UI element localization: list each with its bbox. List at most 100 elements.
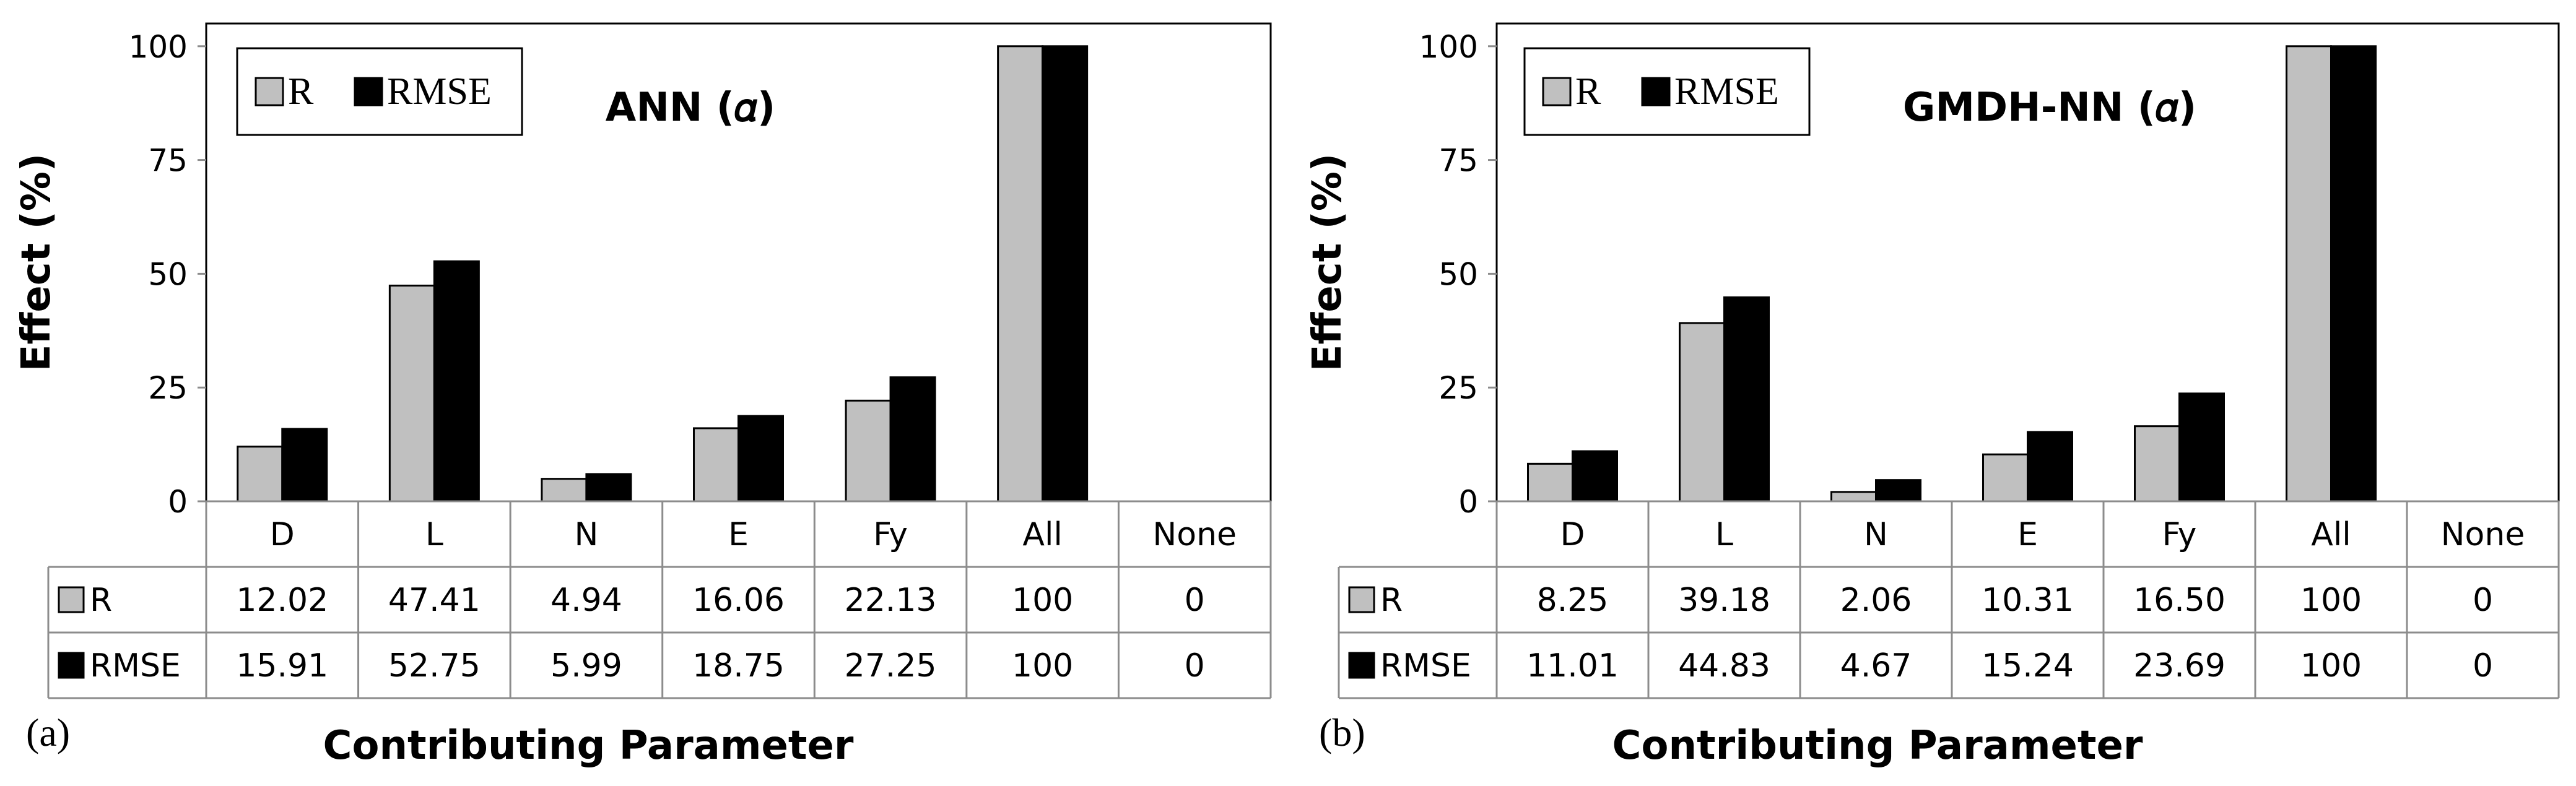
legend-swatch-rmse xyxy=(1641,77,1671,106)
table-cell: 47.41 xyxy=(388,582,481,619)
bar-r-d xyxy=(237,446,284,503)
panel-label: (a) xyxy=(26,710,70,754)
y-tick-label: 25 xyxy=(148,370,188,406)
bar-r-fy xyxy=(2134,425,2180,503)
table-cell: 52.75 xyxy=(388,647,481,685)
table-cell: 8.25 xyxy=(1537,582,1609,619)
table-cell: 15.24 xyxy=(1982,647,2074,685)
table-cell: 22.13 xyxy=(845,582,937,619)
bar-rmse-e xyxy=(2027,431,2073,503)
row-header: R xyxy=(1380,582,1403,619)
legend-swatch-rmse xyxy=(354,77,383,106)
legend: R RMSE xyxy=(236,47,523,136)
bar-r-fy xyxy=(845,399,892,503)
y-tick-label: 100 xyxy=(1419,29,1478,65)
legend-label-rmse: RMSE xyxy=(1674,71,1779,113)
table-cell: 100 xyxy=(1012,647,1073,685)
legend-swatch-r xyxy=(1542,77,1572,106)
y-tick-label: 25 xyxy=(1438,370,1478,406)
category-label: L xyxy=(1715,516,1733,553)
category-label: N xyxy=(574,516,598,553)
bar-rmse-e xyxy=(738,415,784,503)
panel-label: (b) xyxy=(1319,710,1365,754)
row-header: RMSE xyxy=(1380,647,1471,685)
bar-r-d xyxy=(1527,462,1573,503)
table-cell: 15.91 xyxy=(236,647,328,685)
data-table: D L N E Fy All None R 8.25 39.18 2.06 10.31 16.50 100… xyxy=(1338,500,2560,699)
table-cell: 0 xyxy=(1185,582,1205,619)
y-tick-label: 50 xyxy=(148,256,188,292)
table-cell: 12.02 xyxy=(236,582,328,619)
table-cell: 23.69 xyxy=(2133,647,2226,685)
table-cell: 16.06 xyxy=(692,582,785,619)
chart-title: GMDH-NN (𝛼) xyxy=(1903,85,2196,131)
bar-r-e xyxy=(1982,453,2029,503)
bar-rmse-l xyxy=(433,260,480,503)
category-label: D xyxy=(270,516,295,553)
bar-rmse-d xyxy=(281,428,328,503)
table-cell: 4.94 xyxy=(550,582,622,619)
bar-rmse-d xyxy=(1572,450,1618,503)
y-tick-label: 0 xyxy=(1458,484,1478,520)
row-key-r xyxy=(58,586,85,613)
table-cell: 5.99 xyxy=(550,647,622,685)
bar-r-e xyxy=(693,427,739,503)
bar-rmse-l xyxy=(1723,296,1770,503)
table-cell: 39.18 xyxy=(1678,582,1770,619)
bar-r-n xyxy=(541,478,588,503)
y-tick-label: 75 xyxy=(1438,143,1478,179)
category-label: None xyxy=(1152,516,1237,553)
chart-panel-b: 0 25 50 75 100 D L N E Fy All None R 8.25 39.18 2.06 10.… xyxy=(1305,22,2560,769)
table-cell: 27.25 xyxy=(845,647,937,685)
bar-rmse-fy xyxy=(2178,392,2225,503)
bar-r-l xyxy=(388,284,435,503)
table-cell: 0 xyxy=(2473,582,2493,619)
y-axis-title: Effect (%) xyxy=(14,153,59,371)
y-tick-label: 75 xyxy=(148,143,188,179)
category-label: E xyxy=(728,516,749,553)
category-label: E xyxy=(2017,516,2038,553)
row-header: RMSE xyxy=(90,647,181,685)
x-axis-title: Contributing Parameter xyxy=(1612,723,2143,769)
table-cell: 2.06 xyxy=(1840,582,1912,619)
table-cell: 4.67 xyxy=(1840,647,1912,685)
row-key-rmse xyxy=(58,652,85,679)
legend-swatch-r xyxy=(255,77,284,106)
category-label: None xyxy=(2441,516,2525,553)
table-cell: 10.31 xyxy=(1982,582,2074,619)
chart-title: ANN (𝛼) xyxy=(606,85,775,131)
table-cell: 11.01 xyxy=(1526,647,1619,685)
bar-r-n xyxy=(1830,491,1877,503)
y-tick-label: 50 xyxy=(1438,256,1478,292)
table-cell: 100 xyxy=(1012,582,1073,619)
row-key-r xyxy=(1348,586,1375,613)
bar-r-all xyxy=(2286,45,2332,503)
bar-rmse-all xyxy=(1042,45,1089,503)
table-cell: 44.83 xyxy=(1678,647,1770,685)
category-label: Fy xyxy=(2162,516,2197,553)
bar-rmse-n xyxy=(585,473,632,503)
category-label: All xyxy=(1022,516,1062,553)
category-label: L xyxy=(425,516,443,553)
bar-r-l xyxy=(1679,322,1725,503)
table-cell: 100 xyxy=(2300,582,2362,619)
legend-label-r: R xyxy=(1575,71,1601,113)
category-label: N xyxy=(1864,516,1888,553)
category-label: All xyxy=(2311,516,2351,553)
legend: R RMSE xyxy=(1523,47,1811,136)
y-tick-label: 0 xyxy=(168,484,188,520)
y-axis-title: Effect (%) xyxy=(1305,153,1351,371)
table-cell: 18.75 xyxy=(692,647,785,685)
table-cell: 0 xyxy=(2473,647,2493,685)
bar-rmse-fy xyxy=(889,376,936,503)
bar-rmse-all xyxy=(2330,45,2377,503)
data-table: D L N E Fy All None R 12.02 47.41 4.94 16.06 22.13 10… xyxy=(47,500,1272,699)
table-cell: 16.50 xyxy=(2133,582,2226,619)
table-cell: 0 xyxy=(1185,647,1205,685)
legend-label-r: R xyxy=(288,71,314,113)
category-label: D xyxy=(1560,516,1585,553)
category-label: Fy xyxy=(873,516,908,553)
table-cell: 100 xyxy=(2300,647,2362,685)
chart-panel-a: 0 25 50 75 100 D L N E Fy All None R 12.02 47.41 4.94 16… xyxy=(14,22,1272,769)
